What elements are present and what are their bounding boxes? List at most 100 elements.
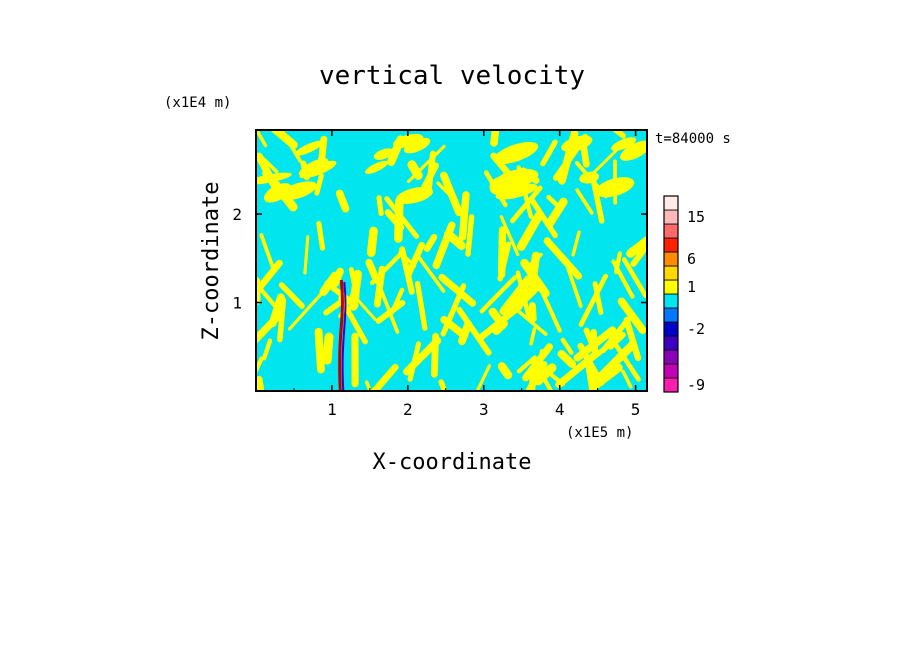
- positive-region: [623, 317, 642, 362]
- positive-region: [403, 336, 442, 376]
- colorbar-level: [663, 209, 679, 225]
- colorbar-label: 1: [687, 278, 696, 296]
- positive-region: [617, 297, 647, 334]
- positive-region: [540, 139, 558, 167]
- plot-frame: [255, 129, 648, 392]
- positive-region: [490, 130, 501, 147]
- positive-region: [561, 135, 593, 152]
- positive-region: [547, 371, 566, 387]
- x-axis-label: X-coordinate: [373, 450, 532, 475]
- positive-region: [316, 221, 326, 251]
- x-tick-label: 5: [631, 400, 641, 419]
- positive-region: [516, 211, 543, 251]
- positive-region: [611, 137, 637, 151]
- positive-region: [351, 332, 359, 388]
- positive-region: [377, 282, 400, 334]
- positive-region: [384, 209, 405, 231]
- positive-region: [278, 282, 305, 309]
- positive-region: [407, 144, 446, 183]
- x-tick-label: 4: [555, 400, 565, 419]
- positive-region: [366, 226, 378, 257]
- colorbar-label: -2: [687, 320, 705, 338]
- colorbar-level: [663, 335, 679, 351]
- positive-region: [390, 287, 405, 314]
- positive-region: [591, 363, 623, 390]
- positive-region: [262, 338, 273, 361]
- positive-region: [516, 355, 538, 374]
- colorbar-level: [663, 349, 679, 365]
- positive-region: [522, 343, 554, 382]
- positive-region: [263, 183, 292, 203]
- jet-positive-core: [338, 279, 344, 391]
- x-unit-label: (x1E5 m): [566, 425, 633, 441]
- positive-region: [493, 141, 539, 165]
- positive-region: [416, 255, 446, 293]
- positive-region: [619, 140, 647, 161]
- x-tick-label: 3: [479, 400, 489, 419]
- positive-region: [595, 340, 638, 382]
- colorbar-level: [663, 279, 679, 295]
- positive-region: [376, 195, 384, 217]
- colorbar-level: [663, 321, 679, 337]
- positive-region: [314, 173, 324, 196]
- positive-region: [488, 307, 507, 330]
- positive-region: [525, 359, 539, 391]
- time-label: t=84000 s: [655, 131, 731, 147]
- positive-region: [423, 233, 438, 252]
- positive-region: [585, 340, 615, 365]
- positive-region: [298, 158, 329, 176]
- positive-region: [595, 177, 635, 198]
- positive-region: [373, 265, 386, 308]
- positive-region: [399, 246, 415, 295]
- positive-region: [544, 197, 568, 229]
- positive-region: [575, 188, 594, 215]
- positive-region: [621, 369, 633, 389]
- positive-region: [528, 302, 537, 323]
- positive-region: [579, 171, 600, 184]
- colorbar-frame: [663, 195, 679, 393]
- positive-region: [357, 363, 399, 391]
- positive-region: [287, 288, 327, 331]
- colorbar-level: [663, 223, 679, 239]
- positive-region: [403, 137, 431, 154]
- positive-region: [262, 157, 279, 174]
- positive-region: [630, 241, 647, 267]
- positive-region: [577, 342, 605, 387]
- positive-region: [543, 237, 583, 280]
- positive-region: [513, 306, 548, 336]
- positive-region: [414, 280, 428, 331]
- y-unit-label: (x1E4 m): [164, 95, 231, 111]
- x-tick-label: 1: [327, 400, 337, 419]
- positive-region: [279, 181, 317, 201]
- positive-region: [432, 221, 456, 270]
- positive-region: [314, 327, 325, 374]
- y-tick-label: 1: [232, 294, 242, 313]
- positive-region: [407, 160, 423, 180]
- positive-region: [405, 241, 425, 278]
- colorbar-level: [663, 251, 679, 267]
- positive-region: [606, 332, 641, 382]
- positive-region: [256, 172, 292, 185]
- positive-region: [611, 259, 635, 299]
- positive-region: [373, 148, 394, 160]
- positive-region: [365, 258, 381, 284]
- positive-region: [621, 257, 647, 298]
- colorbar-level: [663, 237, 679, 253]
- plot-area: 1 2 3 4 5 1 2: [232, 129, 648, 419]
- positive-region: [458, 320, 473, 346]
- positive-region: [277, 297, 287, 343]
- colorbar-level: [663, 293, 679, 309]
- positive-region: [499, 215, 520, 257]
- positive-region: [303, 235, 310, 275]
- positive-region: [256, 130, 268, 148]
- positive-region: [438, 273, 477, 307]
- positive-region: [294, 140, 324, 156]
- positive-region: [465, 214, 475, 257]
- positive-region: [365, 160, 389, 174]
- positive-region: [475, 364, 492, 391]
- chart-title: vertical velocity: [319, 61, 585, 91]
- positive-region: [590, 328, 599, 356]
- positive-region: [440, 171, 463, 217]
- positive-region: [571, 230, 581, 257]
